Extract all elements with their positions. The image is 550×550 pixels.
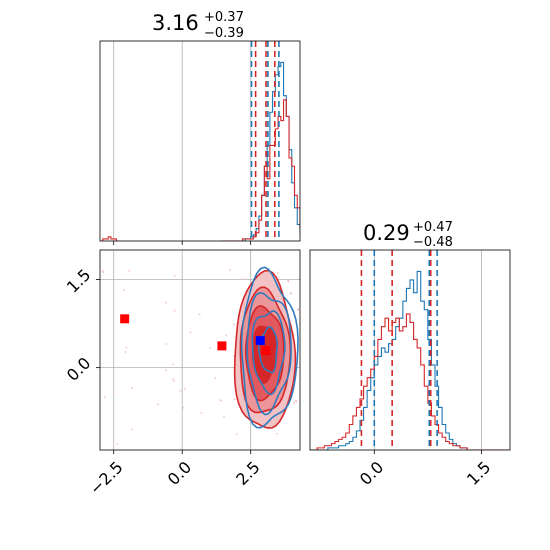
scatter-sample-dot [172, 378, 174, 381]
scatter-sample-dot [200, 412, 203, 414]
histogram-1-quantile-lines [250, 41, 280, 241]
histogram-1-title-minus: −0.39 [204, 26, 244, 41]
scatter-sample-dot [287, 280, 290, 283]
scatter-sample-dot [229, 269, 231, 271]
histogram-2-quantile-lines [360, 250, 438, 450]
scatter-sample-dot [131, 387, 133, 389]
scatter-sample-dot [290, 292, 292, 295]
histogram-2-title-value: 0.29 [363, 221, 410, 245]
scatter-sample-dot [116, 366, 119, 369]
scatter-xtick-label-0: −2.5 [86, 458, 127, 499]
histogram-2-series-1-step [310, 313, 510, 450]
scatter-sample-dot [233, 323, 235, 326]
histogram-2-title-plus: +0.47 [413, 220, 453, 235]
scatter-sample-dot [128, 269, 130, 272]
scatter-frame [99, 249, 301, 451]
histogram-2-series [310, 270, 510, 450]
histogram-1-frame [99, 40, 301, 242]
scatter-sample-dot [179, 389, 182, 392]
scatter-sample-dot [173, 310, 176, 312]
scatter-sample-dot [113, 391, 115, 394]
histogram-1-series-1-tail [100, 236, 120, 241]
scatter-sample-dot [276, 272, 279, 274]
scatter-sample-dot [165, 369, 167, 372]
scatter-sample-dot [184, 387, 186, 390]
scatter-sample-dot [102, 271, 105, 274]
histogram-2-xtick-label-0: 0.0 [356, 458, 387, 489]
histogram-2-ticks: 0.0 1.5 [356, 450, 494, 489]
scatter-sample-dot [189, 331, 192, 334]
histogram-panel-param-2: 0.0 1.5 0.29 +0.47 −0.48 [309, 220, 511, 489]
blue-contour-1 [246, 291, 292, 416]
histogram-1-series-0-step [220, 61, 300, 241]
scatter-sample-dot [256, 245, 258, 247]
blue-contour-0 [240, 266, 299, 429]
blue-marker-0 [255, 336, 265, 346]
scatter-sample-dot [116, 443, 119, 445]
scatter-sample-dot [220, 399, 222, 402]
histogram-2-xtick-label-1: 1.5 [463, 458, 494, 489]
histogram-1-title: 3.16 [152, 11, 199, 35]
scatter-sample-dot [101, 269, 104, 272]
scatter-sample-dot [223, 416, 225, 418]
scatter-sample-dot [235, 433, 238, 435]
scatter-sample-dot [241, 278, 244, 280]
scatter-sample-dot [292, 401, 295, 404]
scatter-sample-dot [276, 432, 278, 435]
scatter-sample-dot [173, 380, 175, 382]
histogram-1-grid [113, 41, 252, 241]
blue-contour-2 [251, 310, 286, 396]
red-marker-0 [120, 314, 130, 324]
scatter-sample-dot [198, 313, 201, 316]
scatter-sample-dot [182, 406, 185, 409]
scatter-sample-dot [233, 355, 235, 357]
scatter-sample-dot [125, 346, 128, 349]
scatter-ytick-label-1: 1.5 [63, 265, 94, 296]
histogram-2-frame [309, 249, 511, 451]
blue-contour-3 [257, 326, 279, 374]
histogram-panel-param-1: 3.16 +0.37 −0.39 [99, 10, 301, 245]
histogram-1-title-plus: +0.37 [204, 10, 244, 25]
histogram-2-title: 0.29 [363, 221, 410, 245]
scatter-sample-dot [123, 289, 125, 291]
histogram-2-title-minus: −0.48 [413, 235, 453, 250]
scatter-ytick-label-0: 0.0 [63, 353, 94, 384]
scatter-sample-dot [131, 428, 133, 431]
scatter-sample-dot [297, 308, 299, 311]
scatter-sample-dot [173, 274, 176, 277]
scatter-sample-dot [124, 351, 127, 353]
scatter-xtick-label-1: 0.0 [164, 458, 195, 489]
scatter-xtick-label-2: 2.5 [232, 458, 263, 489]
red-marker-2 [261, 346, 271, 356]
histogram-1-title-value: 3.16 [152, 11, 199, 35]
scatter-sample-dot [165, 343, 168, 345]
scatter-sample-dot [157, 403, 160, 406]
scatter-sample-dot [225, 334, 227, 337]
scatter-sample-dot [214, 377, 217, 379]
scatter-sample-dot [233, 398, 236, 401]
scatter-sample-dot [171, 363, 174, 366]
scatter-panel: −2.5 0.0 2.5 0.0 1.5 [63, 245, 301, 499]
scatter-markers [120, 314, 271, 356]
red-marker-1 [217, 341, 227, 351]
histogram-1-ticks [113, 241, 252, 245]
scatter-sample-dot [103, 396, 106, 399]
scatter-sample-dot [295, 400, 297, 403]
scatter-sample-dot [165, 301, 167, 304]
scatter-sample-dot [209, 347, 212, 350]
